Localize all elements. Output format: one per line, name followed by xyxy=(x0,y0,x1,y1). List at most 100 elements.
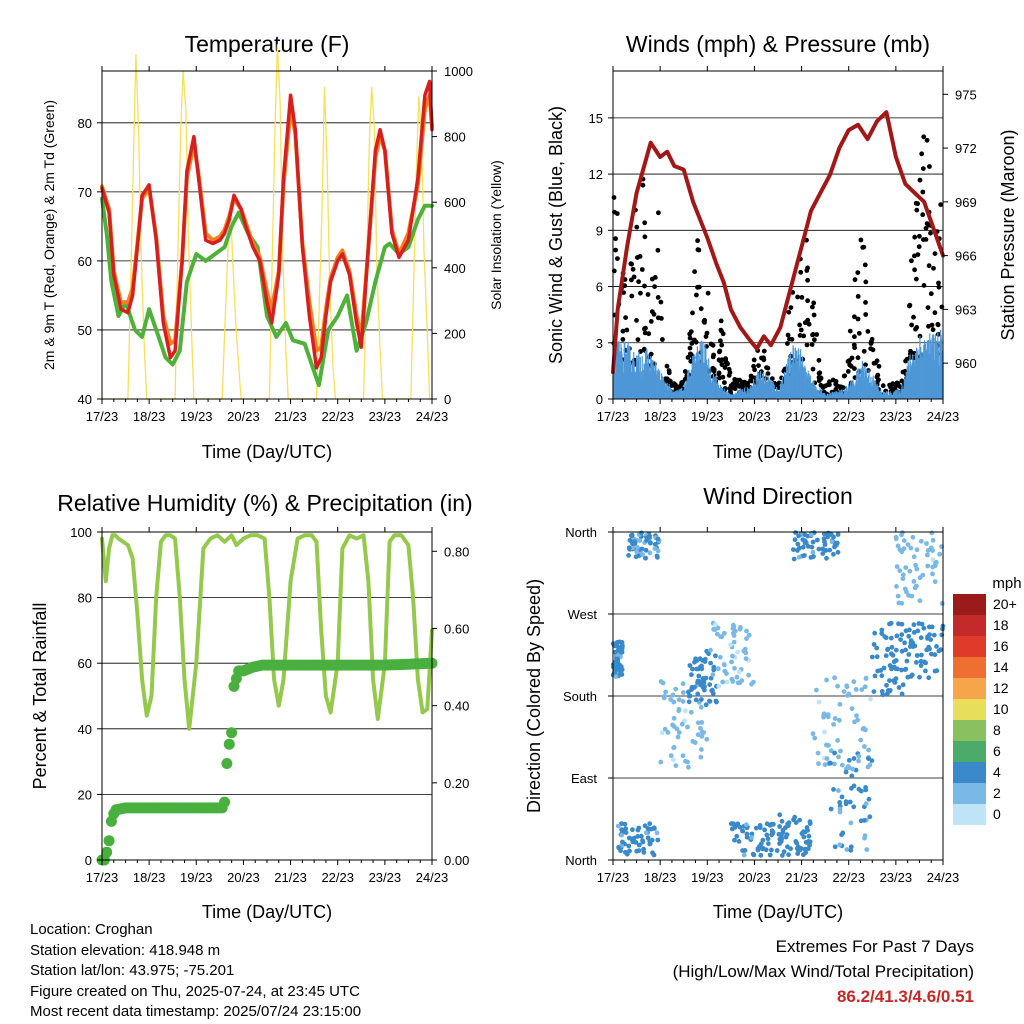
wind-direction-point xyxy=(929,530,935,536)
wind-direction-point xyxy=(914,566,920,572)
wind-direction-point xyxy=(750,851,756,857)
gust-point xyxy=(756,363,761,368)
wind-direction-point xyxy=(816,546,822,552)
wind-direction-point xyxy=(668,753,674,758)
gust-point xyxy=(651,311,657,317)
wind-direction-point xyxy=(710,687,715,693)
wind-direction-point xyxy=(619,827,625,833)
temp-2m-line xyxy=(100,79,434,370)
wind-direction-point xyxy=(878,668,884,673)
precip-point xyxy=(223,738,235,750)
wind-direction-point xyxy=(919,652,924,658)
wind-direction-point xyxy=(718,634,724,640)
wind-direction-point xyxy=(734,674,740,680)
gust-point xyxy=(652,275,658,280)
x-tick-label: 24/23 xyxy=(927,409,960,424)
wind-direction-point xyxy=(898,637,903,642)
wind-direction-xlabel: Time (Day/UTC) xyxy=(713,902,843,922)
wind-direction-point xyxy=(854,713,859,719)
wind-direction-point xyxy=(829,539,835,545)
wind-direction-point xyxy=(814,687,819,693)
wind-direction-point xyxy=(838,748,843,754)
wind-direction-point xyxy=(822,762,828,768)
gust-point xyxy=(717,349,722,355)
wind-direction-point xyxy=(763,847,769,853)
wind-direction-point xyxy=(767,852,773,858)
wind-direction-point xyxy=(765,841,771,846)
gust-point xyxy=(669,383,675,388)
wind-direction-point xyxy=(903,647,908,653)
wind-direction-point xyxy=(801,834,807,840)
y-right-tick-label: 800 xyxy=(444,130,466,145)
gust-point xyxy=(858,237,864,243)
wind-direction-point xyxy=(743,822,749,828)
wind-direction-point xyxy=(844,847,850,852)
wind-direction-point xyxy=(902,640,907,646)
gust-point xyxy=(727,386,733,391)
wind-direction-point xyxy=(730,626,736,631)
y-right-tick-label: 960 xyxy=(955,356,977,371)
wind-direction-point xyxy=(824,756,830,761)
gust-point xyxy=(914,325,920,330)
y-tick-label: 20 xyxy=(78,787,92,802)
wind-direction-point xyxy=(707,682,713,687)
gust-point xyxy=(724,361,730,367)
wind-direction-point xyxy=(777,824,782,829)
wind-direction-point xyxy=(859,687,865,692)
wind-direction-point xyxy=(825,530,831,536)
wind-direction-point xyxy=(637,538,643,543)
legend-swatch xyxy=(953,636,986,657)
wind-direction-point xyxy=(895,543,901,549)
y-right-tick-label: 0.20 xyxy=(444,776,469,791)
gust-point xyxy=(868,346,874,352)
wind-direction-point xyxy=(716,683,722,689)
sonic-wind-series xyxy=(612,329,944,399)
wind-direction-point xyxy=(795,548,800,553)
gust-point xyxy=(737,377,743,383)
wind-direction-point xyxy=(824,677,829,683)
y-tick-label: 60 xyxy=(78,656,92,671)
dewpoint-series xyxy=(100,196,434,388)
wind-direction-point xyxy=(891,664,897,670)
wind-direction-point xyxy=(742,646,748,652)
wind-direction-point xyxy=(810,539,816,545)
wind-direction-point xyxy=(824,742,829,748)
gust-point xyxy=(799,295,805,300)
wind-direction-point xyxy=(698,754,704,760)
wind-direction-point xyxy=(753,825,759,831)
wind-direction-point xyxy=(913,562,918,568)
legend-label: 0 xyxy=(993,806,1001,822)
wind-direction-point xyxy=(746,632,752,638)
wind-direction-point xyxy=(620,839,625,845)
gust-point xyxy=(702,317,707,323)
wind-direction-point xyxy=(655,837,661,843)
wind-direction-point xyxy=(874,645,880,651)
x-tick-label: 24/23 xyxy=(927,870,960,885)
wind-direction-point xyxy=(808,555,814,560)
wind-direction-point xyxy=(897,547,903,552)
wind-direction-point xyxy=(737,680,742,686)
gust-point xyxy=(869,336,875,342)
wind-direction-point xyxy=(714,631,720,637)
y-tick-label: 80 xyxy=(78,116,92,131)
wind-direction-point xyxy=(707,698,712,704)
wind-direction-point xyxy=(845,764,851,769)
wind-direction-point xyxy=(856,758,861,764)
wind-direction-point xyxy=(839,794,845,800)
wind-direction-point xyxy=(680,753,686,759)
gust-point xyxy=(620,337,626,342)
wind-direction-point xyxy=(831,551,836,557)
gust-point xyxy=(717,375,722,381)
gust-point xyxy=(847,362,853,368)
wind-direction-points xyxy=(610,530,946,858)
y-tick-label: 50 xyxy=(78,323,92,338)
gust-point xyxy=(856,330,862,336)
x-tick-label: 17/23 xyxy=(86,409,119,424)
gust-point xyxy=(652,284,657,289)
x-tick-label: 22/23 xyxy=(832,409,865,424)
gust-point xyxy=(716,357,722,363)
gust-point xyxy=(863,300,868,305)
wind-direction-point xyxy=(695,720,701,726)
gust-point xyxy=(710,354,716,360)
wind-direction-point xyxy=(911,630,917,635)
